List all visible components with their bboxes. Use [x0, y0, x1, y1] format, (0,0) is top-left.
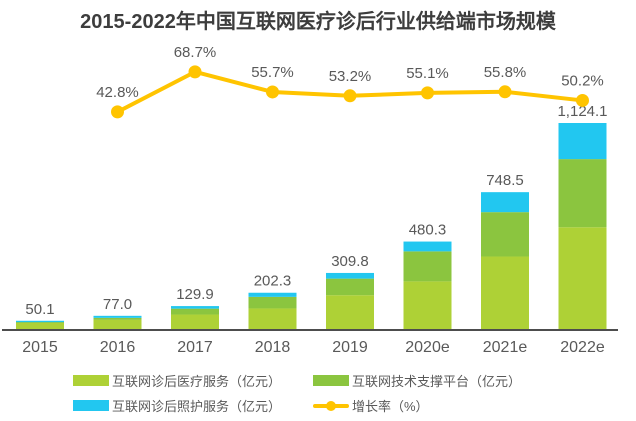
- bar-total-label: 480.3: [409, 222, 447, 239]
- growth-rate-label: 50.2%: [561, 72, 604, 89]
- bar-total-label: 748.5: [486, 172, 524, 189]
- growth-rate-point: [576, 93, 589, 107]
- bar-total-label: 1,124.1: [557, 103, 607, 120]
- x-axis-tick-label: 2018: [255, 339, 291, 356]
- growth-rate-point: [421, 86, 434, 100]
- legend: 互联网诊后医疗服务（亿元） 互联网技术支撑平台（亿元） 互联网诊后照护服务（亿元…: [73, 368, 521, 418]
- bar-segment-care-service: [16, 320, 64, 323]
- bar-segment-tech-platform: [403, 251, 452, 282]
- bar-segment-care-service: [558, 123, 607, 160]
- growth-rate-point: [111, 105, 124, 119]
- medical-service-swatch-icon: [73, 375, 109, 386]
- growth-rate-point: [498, 85, 512, 99]
- bar-segment-medical-service: [171, 314, 219, 330]
- legend-label: 增长率（%）: [352, 399, 429, 414]
- x-axis-tick-label: 2017: [177, 339, 213, 356]
- bar-segment-care-service: [93, 315, 142, 318]
- growth-rate-label: 55.7%: [251, 64, 294, 81]
- chart-title: 2015-2022年中国互联网医疗诊后行业供给端市场规模: [80, 11, 556, 33]
- growth-line-swatch-icon: [313, 400, 349, 411]
- bar-segment-medical-service: [248, 308, 297, 330]
- bar-segment-tech-platform: [171, 308, 219, 315]
- care-service-swatch-icon: [73, 400, 109, 411]
- bar-total-label: 309.8: [331, 253, 369, 270]
- bar-segment-medical-service: [16, 323, 64, 330]
- bar-segment-care-service: [403, 241, 452, 252]
- growth-rate-label: 55.1%: [406, 65, 449, 82]
- bar-segment-medical-service: [558, 227, 607, 330]
- x-axis-tick-label: 2019: [332, 339, 368, 356]
- tech-platform-swatch-icon: [313, 375, 349, 386]
- x-axis-tick-label: 2021e: [483, 339, 528, 356]
- legend-label: 互联网诊后照护服务（亿元）: [112, 399, 282, 414]
- bar-total-label: 77.0: [103, 296, 132, 313]
- legend-row-1: 互联网诊后医疗服务（亿元） 互联网技术支撑平台（亿元）: [73, 368, 521, 393]
- legend-label: 互联网技术支撑平台（亿元）: [352, 374, 522, 389]
- bar-total-label: 202.3: [254, 273, 292, 290]
- legend-item-growth-rate[interactable]: 增长率（%）: [313, 396, 429, 415]
- legend-item-care-service[interactable]: 互联网诊后照护服务（亿元）: [73, 396, 313, 415]
- bar-segment-tech-platform: [248, 296, 297, 309]
- growth-rate-label: 42.8%: [96, 84, 139, 101]
- growth-rate-point: [266, 85, 279, 99]
- bar-segment-tech-platform: [481, 212, 529, 257]
- legend-item-medical-service[interactable]: 互联网诊后医疗服务（亿元）: [73, 371, 313, 390]
- growth-rate-point: [188, 65, 202, 79]
- bar-segment-care-service: [248, 292, 297, 297]
- bar-segment-care-service: [326, 272, 374, 279]
- growth-rate-label: 53.2%: [329, 68, 372, 85]
- bar-segment-tech-platform: [326, 278, 374, 296]
- bar-segment-medical-service: [326, 295, 374, 330]
- x-axis-tick-label: 2015: [22, 339, 58, 356]
- bar-total-label: 129.9: [176, 286, 214, 303]
- growth-rate-point: [343, 89, 357, 103]
- legend-row-2: 互联网诊后照护服务（亿元） 增长率（%）: [73, 393, 521, 418]
- legend-label: 互联网诊后医疗服务（亿元）: [112, 374, 282, 389]
- growth-rate-label: 55.8%: [484, 64, 527, 81]
- bar-segment-medical-service: [481, 256, 529, 330]
- x-axis-tick-label: 2020e: [405, 339, 450, 356]
- bar-segment-care-service: [171, 306, 219, 309]
- bar-segment-care-service: [481, 192, 529, 213]
- bar-segment-tech-platform: [16, 322, 64, 324]
- x-axis-tick-label: 2016: [100, 339, 136, 356]
- bar-total-label: 50.1: [25, 301, 54, 318]
- legend-item-tech-platform[interactable]: 互联网技术支撑平台（亿元）: [313, 371, 521, 390]
- bar-segment-medical-service: [93, 319, 142, 330]
- bar-segment-tech-platform: [93, 317, 142, 320]
- x-axis-tick-label: 2022e: [560, 339, 605, 356]
- bar-segment-medical-service: [403, 281, 452, 330]
- bar-segment-tech-platform: [558, 159, 607, 228]
- growth-rate-label: 68.7%: [174, 44, 217, 61]
